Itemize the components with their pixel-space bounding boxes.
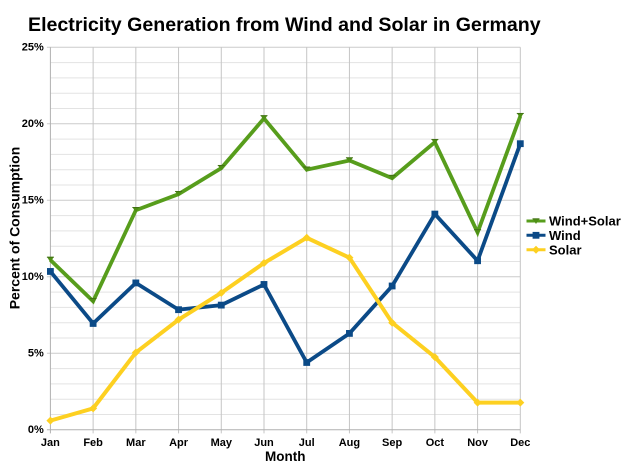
svg-text:Mar: Mar [126,437,146,449]
svg-text:Percent of Consumption: Percent of Consumption [7,147,23,310]
svg-text:5%: 5% [28,347,44,359]
svg-text:Dec: Dec [510,437,530,449]
svg-text:Jun: Jun [254,437,274,449]
svg-text:Aug: Aug [339,437,360,449]
svg-text:10%: 10% [22,271,44,283]
svg-text:May: May [211,437,233,449]
svg-text:Feb: Feb [83,437,103,449]
svg-text:Jul: Jul [299,437,315,449]
svg-text:Wind+Solar: Wind+Solar [549,214,621,229]
svg-text:25%: 25% [22,41,44,53]
svg-text:Nov: Nov [467,437,489,449]
svg-text:0%: 0% [28,424,44,436]
svg-text:Month: Month [265,449,305,464]
svg-text:Electricity Generation from Wi: Electricity Generation from Wind and Sol… [28,14,541,36]
svg-text:Jan: Jan [41,437,60,449]
svg-text:20%: 20% [22,118,44,130]
svg-text:Wind: Wind [549,228,581,243]
svg-text:Sep: Sep [382,437,402,449]
svg-text:Solar: Solar [549,242,582,257]
svg-text:Apr: Apr [169,437,189,449]
svg-text:Oct: Oct [426,437,445,449]
svg-text:15%: 15% [22,194,44,206]
